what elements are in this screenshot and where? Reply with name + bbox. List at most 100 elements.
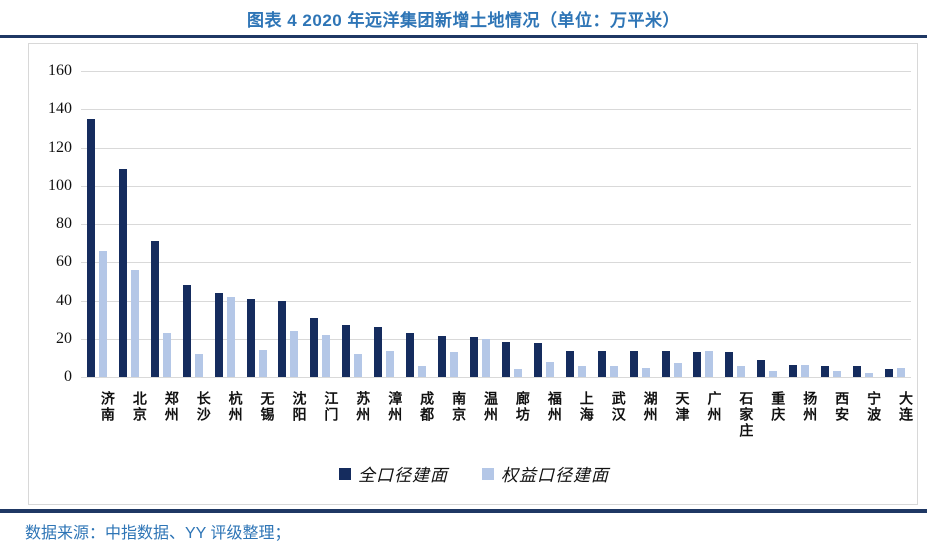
x-axis-label: 江门 <box>322 391 338 423</box>
bar-full-caliber <box>693 352 702 377</box>
x-axis-label: 温州 <box>481 391 497 423</box>
gridline-140 <box>81 109 911 111</box>
legend-swatch-icon <box>339 467 351 480</box>
data-source-note: 数据来源：中指数据、YY 评级整理； <box>25 525 291 542</box>
gridline-120 <box>81 147 911 149</box>
x-axis-label: 北京 <box>130 391 146 423</box>
bar-group <box>847 71 879 377</box>
bar-equity-caliber <box>322 334 331 377</box>
bar-group <box>400 71 432 377</box>
x-axis-label: 上海 <box>577 391 593 423</box>
bar-equity-caliber <box>673 362 682 377</box>
bar-group <box>177 71 209 377</box>
x-axis-label: 重庆 <box>769 391 785 423</box>
bar-equity-caliber <box>482 338 491 377</box>
gridline-80 <box>81 224 911 225</box>
bar-equity-caliber <box>545 361 554 377</box>
bar-full-caliber <box>821 365 830 377</box>
bar-full-caliber <box>182 285 191 377</box>
plot-area: 0 20 40 60 80 100 120 140 160 <box>48 62 911 385</box>
x-axis-label: 济南 <box>98 391 114 423</box>
y-tick-label-120: 120 <box>48 138 72 156</box>
bar-equity-caliber <box>641 368 650 377</box>
y-tick-label-160: 160 <box>48 62 72 79</box>
title-divider-rule <box>0 35 927 38</box>
gridline-20 <box>81 338 911 340</box>
bar-equity-caliber <box>737 365 746 377</box>
bar-equity-caliber <box>705 351 714 377</box>
bar-equity-caliber <box>577 365 586 377</box>
x-axis-label: 无锡 <box>258 391 274 423</box>
y-tick-label-0: 0 <box>64 368 72 385</box>
bar-group <box>719 71 751 377</box>
bar-group <box>113 71 145 377</box>
bar-group <box>145 71 177 377</box>
bar-group <box>560 71 592 377</box>
x-axis-label: 石家庄 <box>737 391 753 439</box>
x-axis-label: 长沙 <box>194 391 210 423</box>
x-axis-label: 宁波 <box>865 391 881 423</box>
gridline-160 <box>81 71 911 72</box>
bar-equity-caliber <box>801 364 810 377</box>
legend-item-equity-caliber: 权益口径建面 <box>482 461 609 486</box>
x-axis-label: 杭州 <box>226 391 242 423</box>
bar-group <box>688 71 720 377</box>
x-axis-label: 大连 <box>896 391 912 423</box>
x-axis-label: 武汉 <box>609 391 625 423</box>
bar-equity-caliber <box>194 354 203 377</box>
bar-full-caliber <box>406 333 415 377</box>
x-axis-label: 福州 <box>545 391 561 423</box>
bar-full-caliber <box>501 341 510 377</box>
x-axis-label: 沈阳 <box>290 391 306 423</box>
bar-full-caliber <box>246 298 255 377</box>
bar-full-caliber <box>565 351 574 377</box>
bar-full-caliber <box>597 351 606 377</box>
bar-full-caliber <box>885 369 894 377</box>
bar-group <box>304 71 336 377</box>
bar-equity-caliber <box>609 365 618 377</box>
bar-full-caliber <box>118 168 127 377</box>
y-tick-label-140: 140 <box>48 100 72 118</box>
bar-group <box>273 71 305 377</box>
x-axis-label: 廊坊 <box>513 391 529 423</box>
bar-full-caliber <box>533 342 542 377</box>
bar-equity-caliber <box>450 352 459 377</box>
bar-full-caliber <box>150 241 159 377</box>
bar-equity-caliber <box>513 369 522 377</box>
bar-equity-caliber <box>130 269 139 377</box>
x-axis-label: 天津 <box>673 391 689 423</box>
bar-group <box>815 71 847 377</box>
bar-full-caliber <box>310 317 319 377</box>
bar-full-caliber <box>789 364 798 377</box>
bar-group <box>209 71 241 377</box>
bar-group <box>336 71 368 377</box>
legend-label: 全口径建面 <box>358 466 448 485</box>
gridline-40 <box>81 300 911 302</box>
bar-group <box>81 71 113 377</box>
gridline-100 <box>81 185 911 187</box>
bar-group <box>241 71 273 377</box>
bar-group <box>783 71 815 377</box>
bar-full-caliber <box>342 325 351 377</box>
x-axis-label: 湖州 <box>641 391 657 423</box>
bar-full-caliber <box>629 351 638 377</box>
x-axis-label: 成都 <box>418 391 434 423</box>
bar-full-caliber <box>661 351 670 377</box>
bar-equity-caliber <box>418 366 427 377</box>
bar-equity-caliber <box>162 333 171 377</box>
bar-equity-caliber <box>290 331 299 377</box>
x-axis-label: 西安 <box>833 391 849 423</box>
y-tick-label-60: 60 <box>56 253 72 271</box>
x-axis-label: 郑州 <box>162 391 178 423</box>
bar-group <box>368 71 400 377</box>
bar-equity-caliber <box>258 350 267 377</box>
bar-group <box>464 71 496 377</box>
bar-equity-caliber <box>386 351 395 377</box>
x-axis-label: 扬州 <box>801 391 817 423</box>
bar-full-caliber <box>853 366 862 377</box>
bar-group <box>528 71 560 377</box>
chart-title: 图表 4 2020 年远洋集团新增土地情况（单位：万平米） <box>247 11 680 30</box>
x-axis-label: 漳州 <box>386 391 402 423</box>
bar-equity-caliber <box>769 371 778 377</box>
bar-full-caliber <box>214 292 223 377</box>
